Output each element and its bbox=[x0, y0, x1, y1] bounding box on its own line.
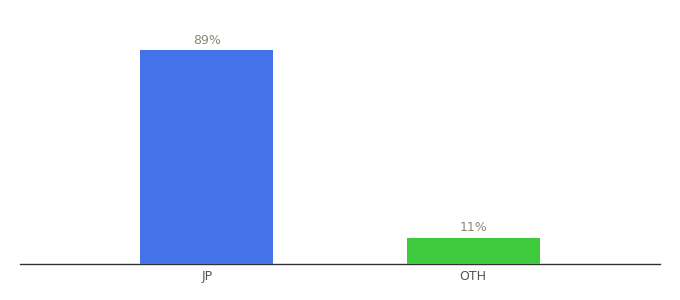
Text: 11%: 11% bbox=[459, 221, 487, 234]
Bar bbox=[140, 50, 273, 264]
Bar bbox=[407, 238, 540, 264]
Text: 89%: 89% bbox=[193, 34, 221, 47]
